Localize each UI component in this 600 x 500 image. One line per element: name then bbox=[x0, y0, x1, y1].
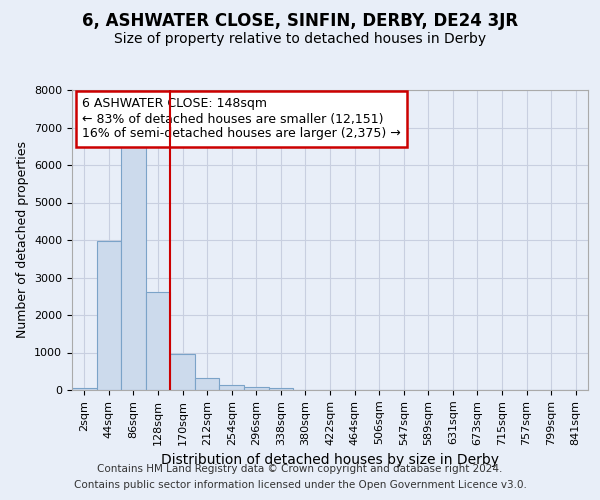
X-axis label: Distribution of detached houses by size in Derby: Distribution of detached houses by size … bbox=[161, 453, 499, 467]
Text: Contains HM Land Registry data © Crown copyright and database right 2024.: Contains HM Land Registry data © Crown c… bbox=[97, 464, 503, 474]
Text: 6, ASHWATER CLOSE, SINFIN, DERBY, DE24 3JR: 6, ASHWATER CLOSE, SINFIN, DERBY, DE24 3… bbox=[82, 12, 518, 30]
Text: Contains public sector information licensed under the Open Government Licence v3: Contains public sector information licen… bbox=[74, 480, 526, 490]
Text: Size of property relative to detached houses in Derby: Size of property relative to detached ho… bbox=[114, 32, 486, 46]
Bar bbox=[195, 378, 220, 390]
Bar bbox=[269, 388, 293, 390]
Bar bbox=[244, 387, 269, 390]
Text: 6 ASHWATER CLOSE: 148sqm
← 83% of detached houses are smaller (12,151)
16% of se: 6 ASHWATER CLOSE: 148sqm ← 83% of detach… bbox=[82, 98, 401, 140]
Bar bbox=[220, 384, 244, 390]
Bar bbox=[146, 292, 170, 390]
Bar bbox=[170, 354, 195, 390]
Bar bbox=[97, 241, 121, 390]
Y-axis label: Number of detached properties: Number of detached properties bbox=[16, 142, 29, 338]
Bar bbox=[121, 143, 146, 390]
Bar bbox=[72, 388, 97, 390]
